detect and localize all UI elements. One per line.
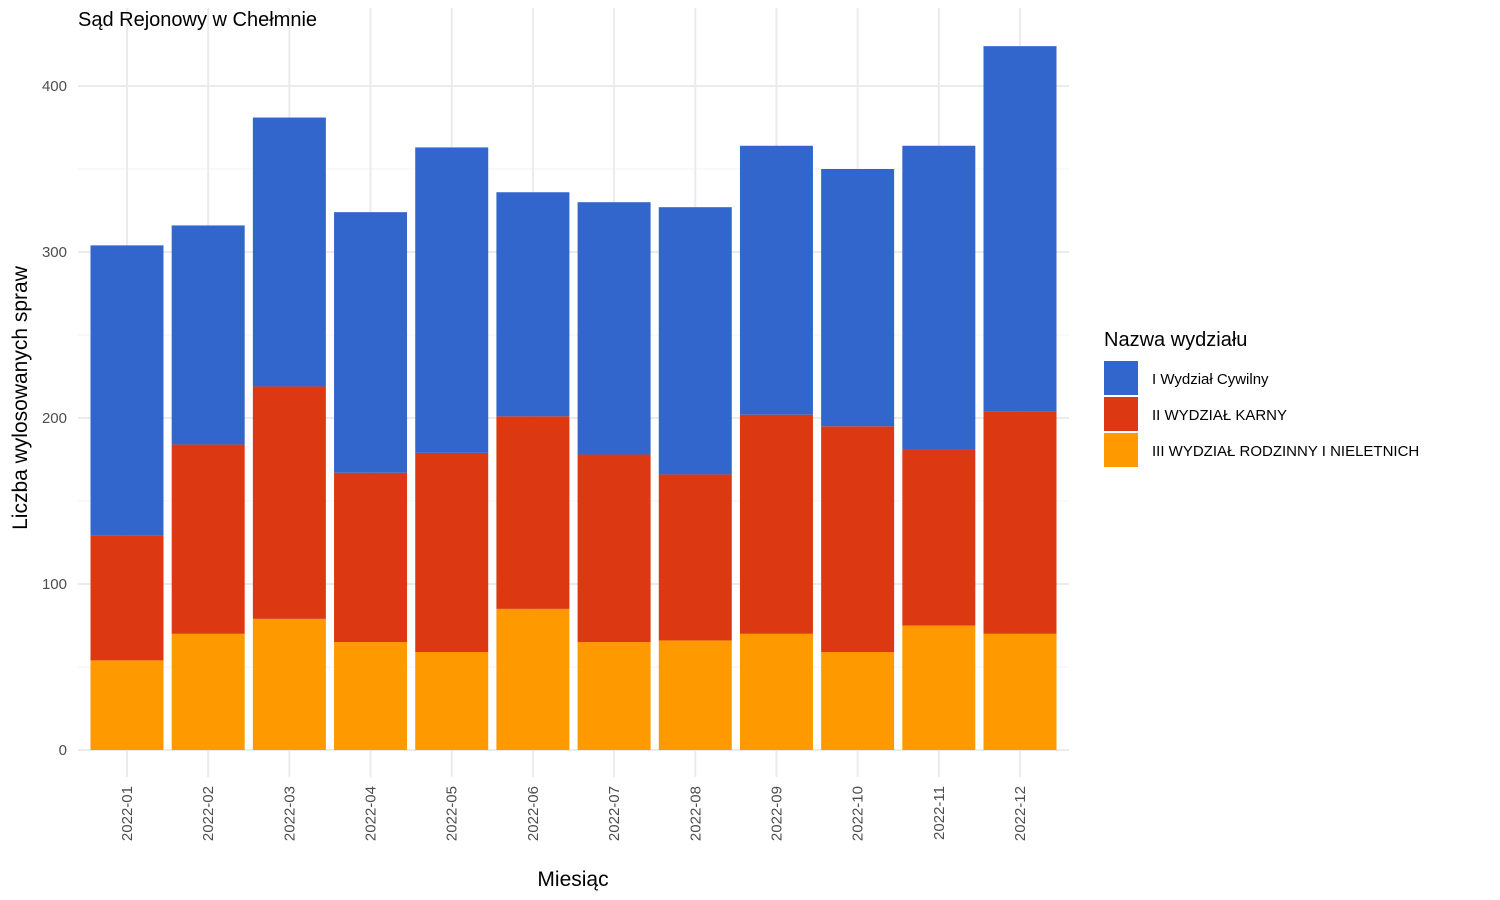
legend-label: III WYDZIAŁ RODZINNY I NIELETNICH	[1152, 443, 1419, 460]
bar-segment	[658, 640, 732, 750]
bar-segment	[90, 660, 164, 750]
bar-segment	[171, 633, 245, 750]
y-tick-label: 0	[59, 742, 67, 759]
bar-segment	[983, 46, 1057, 412]
bar-segment	[252, 117, 326, 387]
legend-label: II WYDZIAŁ KARNY	[1152, 407, 1287, 424]
bar-segment	[334, 472, 408, 643]
bar-segment	[739, 145, 813, 415]
x-tick-label: 2022-03	[281, 786, 298, 841]
bar-segment	[415, 147, 489, 453]
bar-segment	[821, 652, 895, 750]
bar-segment	[739, 633, 813, 750]
bar-segment	[334, 212, 408, 473]
x-tick-label: 2022-09	[768, 786, 785, 841]
y-axis-title: Liczba wylosowanych spraw	[9, 265, 32, 530]
bar-segment	[415, 652, 489, 750]
legend-swatch	[1104, 397, 1138, 431]
x-tick-label: 2022-01	[119, 786, 136, 841]
legend-label: I Wydział Cywilny	[1152, 371, 1269, 388]
bar-segment	[90, 535, 164, 661]
bar-segment	[902, 449, 976, 626]
legend-items: I Wydział Cywilny II WYDZIAŁ KARNY III WYD…	[1104, 361, 1419, 467]
bar-segment	[821, 169, 895, 427]
bar-segment	[415, 452, 489, 653]
legend-swatch	[1104, 433, 1138, 467]
bar-segment	[821, 426, 895, 653]
bar-segment	[983, 633, 1057, 750]
y-tick-label: 100	[42, 576, 67, 593]
bar-segment	[739, 414, 813, 634]
legend-title: Nazwa wydziału	[1104, 329, 1247, 351]
x-tick-label: 2022-11	[931, 786, 948, 840]
bar-segment	[577, 202, 651, 455]
x-tick-label: 2022-04	[363, 786, 380, 841]
x-tick-label: 2022-05	[444, 786, 461, 841]
bar-segment	[577, 454, 651, 643]
x-tick-label: 2022-02	[200, 786, 217, 841]
bar-segment	[496, 192, 570, 417]
bar-segment	[171, 225, 245, 445]
x-tick-label: 2022-10	[850, 786, 867, 841]
x-tick-label: 2022-08	[687, 786, 704, 841]
y-tick-label: 200	[42, 410, 67, 427]
bar-segment	[496, 416, 570, 609]
bar-segment	[658, 474, 732, 641]
x-axis-title: Miesiąc	[537, 868, 608, 891]
y-axis-ticks: 0 100 200 300 400	[42, 78, 67, 759]
y-tick-label: 400	[42, 78, 67, 95]
bars	[90, 46, 1057, 750]
legend-swatch	[1104, 361, 1138, 395]
bar-segment	[902, 145, 976, 450]
bar-segment	[252, 618, 326, 750]
x-axis-ticks: 2022-01 2022-02 2022-03 2022-04 2022-05 2022-…	[119, 786, 1029, 841]
bar-segment	[171, 444, 245, 634]
y-tick-label: 300	[42, 244, 67, 261]
chart-title: Sąd Rejonowy w Chełmnie	[78, 9, 317, 31]
bar-segment	[658, 207, 732, 475]
bar-segment	[983, 411, 1057, 634]
bar-segment	[90, 245, 164, 536]
x-tick-label: 2022-12	[1012, 786, 1029, 841]
bar-segment	[252, 386, 326, 619]
bar-segment	[902, 625, 976, 750]
x-tick-label: 2022-06	[525, 786, 542, 841]
x-tick-label: 2022-07	[606, 786, 623, 841]
bar-segment	[334, 642, 408, 750]
bar-segment	[577, 642, 651, 750]
bar-segment	[496, 608, 570, 750]
legend: Nazwa wydziału I Wydział Cywilny II WYDZI…	[1104, 329, 1419, 467]
